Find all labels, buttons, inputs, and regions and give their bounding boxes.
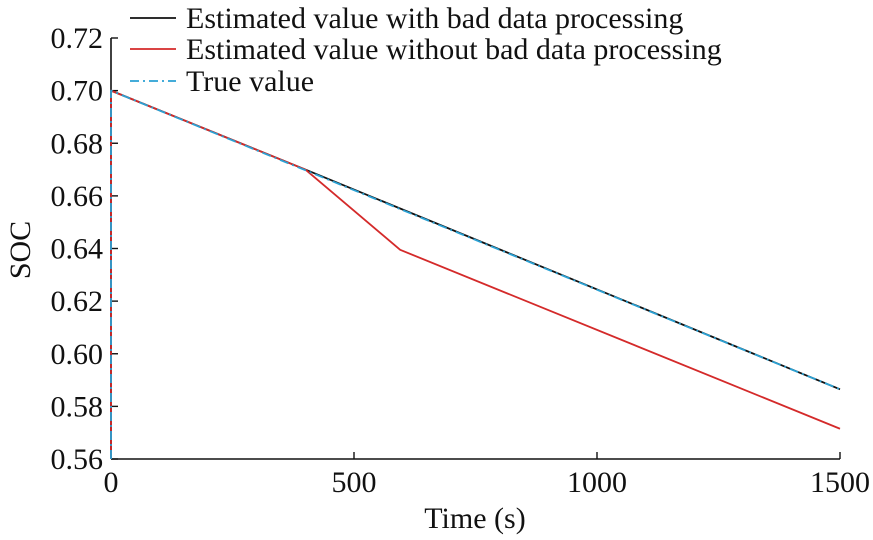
series-lines	[110, 89, 841, 459]
y-tick-label: 0.72	[51, 22, 104, 55]
y-tick-label: 0.58	[51, 390, 104, 423]
legend-label-2: Estimated value without bad data process…	[186, 33, 722, 66]
series-line-3	[110, 89, 841, 459]
y-tick-label: 0.62	[51, 285, 104, 318]
y-axis-title: SOC	[4, 221, 37, 279]
legend-label-3: True value	[186, 65, 314, 98]
series-line-2	[110, 89, 841, 459]
x-tick-label: 0	[104, 466, 119, 499]
y-tick-label: 0.66	[51, 180, 104, 213]
y-tick-label: 0.70	[51, 75, 104, 108]
y-tick-label: 0.60	[51, 338, 104, 371]
legend-label-1: Estimated value with bad data processing	[186, 2, 683, 35]
series-line-1	[110, 89, 841, 459]
y-tick-label: 0.64	[51, 233, 104, 266]
x-tick-label: 1500	[810, 466, 870, 499]
ticks: 0.56 0.58 0.60 0.62 0.64 0.66 0.68 0.70 0.72 0 500…	[51, 22, 871, 499]
x-tick-label: 1000	[567, 466, 627, 499]
axes	[110, 38, 840, 460]
legend: Estimated value with bad data processing…	[130, 2, 722, 98]
y-tick-label: 0.68	[51, 127, 104, 160]
x-tick-label: 500	[332, 466, 377, 499]
x-axis-title: Time (s)	[424, 502, 525, 535]
y-tick-label: 0.56	[51, 443, 104, 476]
